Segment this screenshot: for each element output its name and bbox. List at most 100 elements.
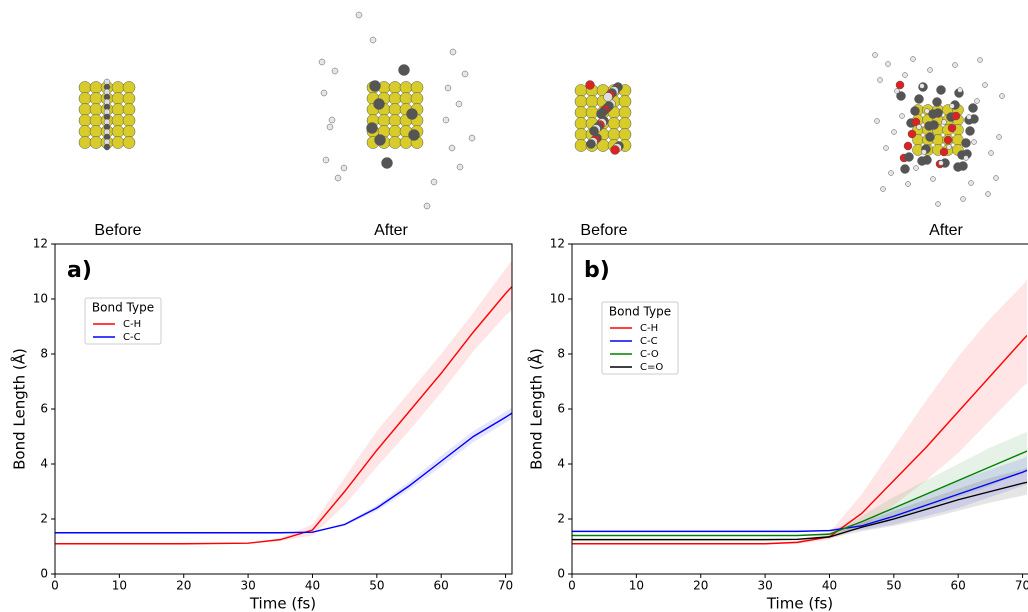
atom bbox=[78, 136, 92, 149]
line bbox=[55, 286, 512, 545]
y-tick-label: 10 bbox=[33, 292, 48, 306]
line bbox=[572, 450, 1027, 537]
legend-label: C-H bbox=[640, 323, 658, 334]
atom bbox=[122, 114, 136, 127]
atom bbox=[369, 80, 381, 92]
atom bbox=[111, 92, 125, 105]
atom bbox=[960, 196, 966, 202]
atom bbox=[936, 85, 946, 95]
atom bbox=[618, 95, 632, 108]
y-tick-label: 4 bbox=[40, 457, 48, 471]
atom bbox=[111, 81, 125, 94]
atom bbox=[89, 92, 103, 105]
atom bbox=[985, 191, 991, 197]
y-tick-label: 8 bbox=[557, 347, 565, 361]
atom bbox=[322, 156, 330, 164]
x-tick-label: 40 bbox=[822, 579, 837, 593]
atom bbox=[574, 117, 588, 130]
atom bbox=[896, 91, 906, 101]
atom bbox=[89, 103, 103, 116]
legend-title: Bond Type bbox=[609, 305, 671, 319]
atom bbox=[971, 139, 977, 145]
atom bbox=[574, 84, 588, 97]
atom bbox=[941, 119, 947, 125]
y-tick-label: 10 bbox=[550, 292, 565, 306]
atom bbox=[78, 92, 92, 105]
atom bbox=[410, 92, 424, 105]
atom bbox=[603, 92, 613, 102]
atom bbox=[907, 129, 917, 139]
line bbox=[572, 469, 1027, 533]
x-tick-label: 40 bbox=[305, 579, 320, 593]
atom bbox=[935, 201, 941, 207]
x-tick-label: 30 bbox=[757, 579, 772, 593]
atom bbox=[326, 123, 334, 131]
legend-label: C-H bbox=[123, 319, 141, 330]
y-tick-label: 6 bbox=[557, 402, 565, 416]
atom bbox=[903, 141, 913, 151]
atom bbox=[78, 114, 92, 127]
atom bbox=[877, 77, 883, 83]
atom bbox=[963, 155, 969, 161]
atom bbox=[929, 120, 939, 130]
atom bbox=[585, 95, 599, 108]
x-tick-label: 60 bbox=[951, 579, 966, 593]
atom bbox=[961, 138, 971, 148]
legend-label: C=O bbox=[640, 362, 663, 373]
atom bbox=[320, 89, 328, 97]
atom bbox=[456, 163, 464, 171]
y-tick-label: 8 bbox=[40, 347, 48, 361]
atom bbox=[951, 111, 961, 121]
x-tick-label: 70 bbox=[498, 579, 513, 593]
atom bbox=[89, 136, 103, 149]
atom bbox=[334, 174, 342, 182]
x-tick-label: 20 bbox=[693, 579, 708, 593]
y-tick-label: 2 bbox=[557, 512, 565, 526]
atom bbox=[398, 64, 410, 76]
confidence-band bbox=[55, 260, 512, 544]
atom bbox=[399, 92, 413, 105]
atom bbox=[122, 92, 136, 105]
atom bbox=[966, 114, 972, 120]
atom bbox=[874, 118, 880, 124]
atom bbox=[919, 83, 925, 89]
atom bbox=[911, 117, 921, 127]
atom bbox=[910, 106, 920, 116]
atom bbox=[921, 149, 927, 155]
atom bbox=[927, 67, 933, 73]
atom bbox=[122, 81, 136, 94]
atom bbox=[607, 128, 621, 141]
image-label: Before bbox=[94, 222, 141, 239]
atom bbox=[111, 125, 125, 138]
atom bbox=[574, 95, 588, 108]
line bbox=[572, 481, 1027, 541]
atom bbox=[891, 129, 897, 135]
confidence-band bbox=[572, 279, 1027, 544]
atom bbox=[885, 61, 891, 67]
atom bbox=[374, 134, 386, 146]
atom bbox=[388, 136, 402, 149]
atom bbox=[355, 11, 363, 19]
atom bbox=[610, 145, 620, 155]
atom bbox=[949, 103, 955, 109]
atom bbox=[444, 84, 452, 92]
atom bbox=[988, 150, 994, 156]
x-axis-label: Time (fs) bbox=[766, 595, 833, 612]
atom bbox=[957, 87, 963, 93]
panel-label: a) bbox=[67, 258, 92, 283]
atom bbox=[968, 103, 978, 113]
legend-box bbox=[601, 301, 679, 375]
atom bbox=[930, 176, 936, 182]
atom bbox=[607, 117, 621, 130]
atom bbox=[899, 113, 905, 119]
plot-area bbox=[572, 279, 1027, 545]
atom bbox=[880, 186, 886, 192]
atom bbox=[78, 103, 92, 116]
atom bbox=[574, 106, 588, 119]
atom bbox=[947, 123, 957, 133]
atom bbox=[999, 93, 1005, 99]
image-label: After bbox=[374, 222, 408, 239]
atom bbox=[888, 170, 894, 176]
atom bbox=[939, 147, 949, 157]
atom bbox=[924, 108, 930, 114]
